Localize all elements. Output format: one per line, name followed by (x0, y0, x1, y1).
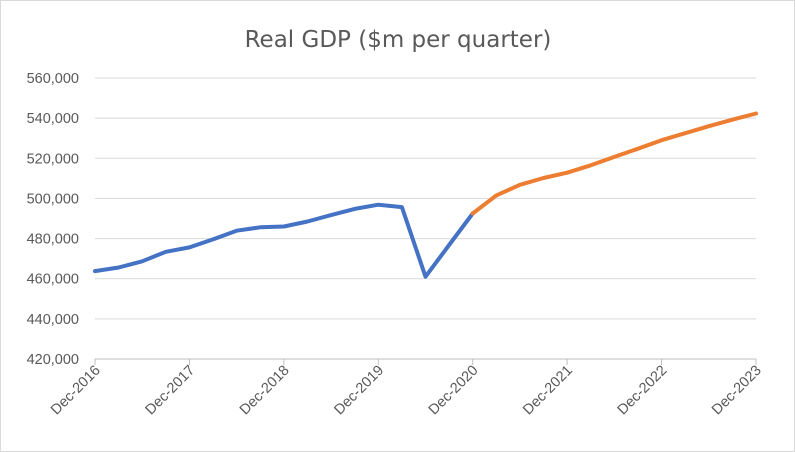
data-point-forecast (471, 211, 475, 215)
data-point-forecast (683, 131, 687, 135)
data-point-actual (329, 213, 333, 217)
data-point-forecast (565, 171, 569, 175)
data-point-actual (376, 203, 380, 207)
series (93, 111, 758, 279)
y-tick-label: 540,000 (27, 111, 79, 127)
y-axis-tick-labels: 420,000 440,000 460,000 480,000 500,000 520,0… (27, 71, 79, 368)
y-tick-label: 420,000 (27, 352, 79, 368)
data-point-actual (187, 245, 191, 249)
data-point-actual (400, 205, 404, 209)
data-point-forecast (589, 163, 593, 167)
data-point-actual (282, 225, 286, 229)
data-point-forecast (518, 183, 522, 187)
x-tick-label: Dec-2018 (237, 363, 293, 419)
data-point-actual (447, 243, 451, 247)
data-point-actual (258, 225, 262, 229)
x-tick-label: Dec-2016 (48, 363, 104, 419)
y-tick-label: 500,000 (27, 191, 79, 207)
data-point-actual (117, 265, 121, 269)
gridlines (95, 77, 756, 320)
data-point-actual (424, 275, 427, 279)
data-point-forecast (494, 193, 498, 197)
data-point-forecast (542, 176, 546, 180)
y-tick-label: 460,000 (27, 272, 79, 288)
data-point-forecast (754, 112, 758, 116)
x-axis-tick-labels: Dec-2016 Dec-2017 Dec-2018 Dec-2019 Dec-2020… (48, 363, 765, 419)
data-point-actual (164, 250, 168, 254)
y-tick-label: 560,000 (27, 71, 79, 87)
x-tick-label: Dec-2019 (331, 363, 387, 419)
data-point-forecast (660, 138, 664, 142)
x-tick-label: Dec-2017 (142, 363, 198, 419)
data-point-actual (140, 259, 144, 263)
x-tick-label: Dec-2022 (615, 363, 671, 419)
data-point-actual (305, 220, 309, 224)
data-point-actual (93, 269, 97, 273)
y-tick-label: 480,000 (27, 232, 79, 248)
x-tick-label: Dec-2021 (520, 363, 576, 419)
data-point-forecast (730, 118, 734, 122)
y-tick-label: 440,000 (27, 312, 79, 328)
x-axis (94, 358, 757, 365)
data-point-forecast (612, 155, 616, 159)
data-point-actual (353, 207, 357, 211)
chart-title: Real GDP ($m per quarter) (245, 27, 552, 53)
x-tick-label: Dec-2020 (426, 363, 482, 419)
y-tick-label: 520,000 (27, 151, 79, 167)
data-point-actual (211, 237, 215, 241)
series-line-actual (93, 202, 475, 279)
data-point-actual (235, 229, 239, 233)
data-point-forecast (636, 147, 640, 151)
data-point-forecast (707, 124, 711, 128)
x-tick-label: Dec-2023 (709, 363, 765, 419)
